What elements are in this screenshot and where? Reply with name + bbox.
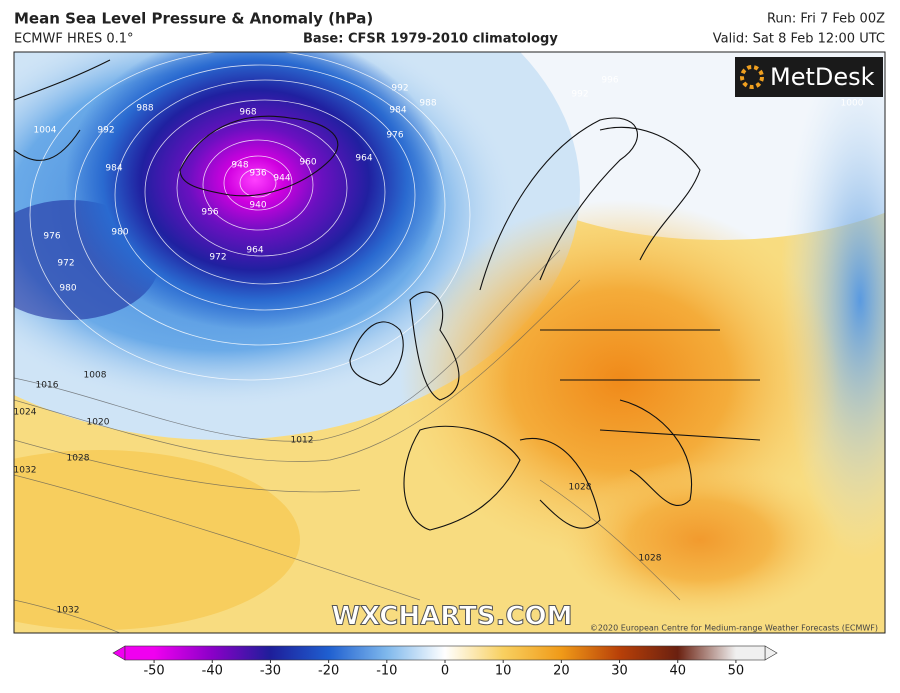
colorbar-tick-label: -10 xyxy=(376,664,397,679)
run: Run: Fri 7 Feb 00Z xyxy=(767,12,885,27)
colorbar-tick-label: 30 xyxy=(611,664,628,679)
colorbar-tick-label: 20 xyxy=(553,664,570,679)
contour-label: 972 xyxy=(57,259,74,269)
contour-label: 1008 xyxy=(84,371,107,381)
contour-label: 960 xyxy=(299,158,316,168)
colorbar-tick-label: 50 xyxy=(728,664,745,679)
colorbar-high-arrow xyxy=(764,645,778,661)
logo: MetDesk xyxy=(770,63,875,91)
valid: Valid: Sat 8 Feb 12:00 UTC xyxy=(713,32,885,47)
contour-label: 976 xyxy=(43,232,60,242)
contour-label: 944 xyxy=(273,174,290,184)
colorbar-tick-label: -30 xyxy=(260,664,281,679)
contour-label: 1028 xyxy=(639,554,662,564)
contour-label: 992 xyxy=(571,90,588,100)
logo-icon xyxy=(740,65,764,89)
colorbar-low-arrow xyxy=(112,645,126,661)
contour-label: 1024 xyxy=(14,408,37,418)
contour-label: 980 xyxy=(111,228,128,238)
logo-box xyxy=(735,57,883,97)
contour-label: 980 xyxy=(59,284,76,294)
contour-label: 1032 xyxy=(14,466,37,476)
contour-label: 996 xyxy=(601,76,618,86)
contour-label: 1004 xyxy=(34,126,57,136)
colorbar-tick-label: -40 xyxy=(202,664,223,679)
contour-label: 956 xyxy=(201,208,218,218)
map-frame xyxy=(13,51,886,634)
colorbar-bar xyxy=(124,645,766,661)
contour-label: 988 xyxy=(419,99,436,109)
contour-label: 992 xyxy=(391,84,408,94)
contour-label: 1028 xyxy=(67,454,90,464)
contour-label: 984 xyxy=(389,106,406,116)
contour-label: 940 xyxy=(249,201,266,211)
contour-label: 948 xyxy=(231,161,248,171)
contour-label: 1000 xyxy=(841,99,864,109)
contour-label: 976 xyxy=(386,131,403,141)
contour-labels: 936 944 940 948 956 964 972 980 976 972 980 984 988 9… xyxy=(14,76,864,616)
contour-label: 1020 xyxy=(87,418,110,428)
contour-label: 1016 xyxy=(36,381,59,391)
contour-label: 964 xyxy=(246,246,263,256)
colorbar-tick-label: -20 xyxy=(318,664,339,679)
map xyxy=(14,52,885,633)
copyright: ©2020 European Centre for Medium-range W… xyxy=(590,624,878,633)
colorbar-tick-label: 40 xyxy=(669,664,686,679)
colorbar-tick-label: -50 xyxy=(143,664,164,679)
contour-label: 1032 xyxy=(57,606,80,616)
contour-label: 968 xyxy=(239,108,256,118)
title: Mean Sea Level Pressure & Anomaly (hPa) xyxy=(14,10,373,28)
base: Base: CFSR 1979-2010 climatology xyxy=(303,32,558,47)
colorbar-tick-label: 0 xyxy=(441,664,449,679)
contour-label: 972 xyxy=(209,253,226,263)
contour-label: 964 xyxy=(355,154,372,164)
contour-label: 1028 xyxy=(569,483,592,493)
colorbar: -50 -40 -30 -20 -10 0 10 20 30 40 50 xyxy=(112,645,778,679)
contour-label: 936 xyxy=(249,169,266,179)
colorbar-tick-label: 10 xyxy=(495,664,512,679)
contour-label: 988 xyxy=(136,104,153,114)
contour-label: 984 xyxy=(105,164,122,174)
contour-label: 1012 xyxy=(291,436,314,446)
watermark: WXCHARTS.COM xyxy=(331,602,572,632)
model: ECMWF HRES 0.1° xyxy=(14,32,134,47)
contour-label: 992 xyxy=(97,126,114,136)
